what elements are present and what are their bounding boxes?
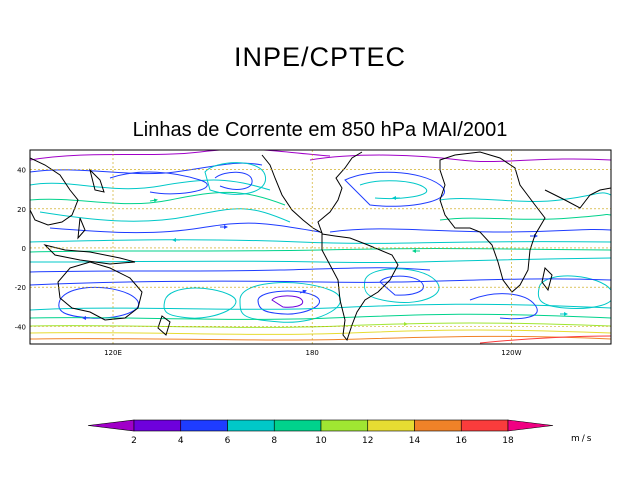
lat-tick-label: 40 [17,167,26,175]
lon-tick-label: 180 [306,349,319,357]
colorbar-label: 6 [225,436,231,446]
lat-tick-label: -40 [15,323,26,331]
colorbar-label: 18 [502,436,514,446]
colorbar-segment [367,419,415,432]
colorbar-segment [320,419,369,432]
flow-arrows [82,196,568,326]
gridlines [30,150,611,344]
colorbar: 2 4 6 8 10 12 14 16 18 [87,419,554,446]
lon-tick-label: 120W [501,349,521,357]
header-title: INPE/CPTEC [233,42,407,72]
colorbar-segment [133,419,182,432]
colorbar-label: 14 [409,436,421,446]
colorbar-segment [180,419,228,432]
colorbar-label: 12 [362,436,373,446]
colorbar-unit: m/s [571,434,594,444]
lon-tick-label: 120E [104,349,122,357]
colorbar-right-triangle [507,419,554,432]
colorbar-label: 10 [315,436,327,446]
streamlines [30,150,611,344]
colorbar-label: 16 [456,436,468,446]
colorbar-left-triangle [87,419,135,432]
chart-title: Linhas de Corrente em 850 hPa MAI/2001 [132,119,508,141]
lat-tick-label: 0 [22,245,26,253]
colorbar-label: 2 [131,436,137,446]
colorbar-segment [227,419,275,432]
colorbar-label: 8 [271,436,277,446]
lat-tick-label: 20 [17,206,26,214]
map-frame [29,149,612,345]
colorbar-segment [460,419,509,432]
colorbar-label: 4 [178,436,184,446]
colorbar-segment [414,419,462,432]
colorbar-segment [273,419,322,432]
coastlines [30,151,611,342]
lat-tick-label: -20 [15,284,26,292]
